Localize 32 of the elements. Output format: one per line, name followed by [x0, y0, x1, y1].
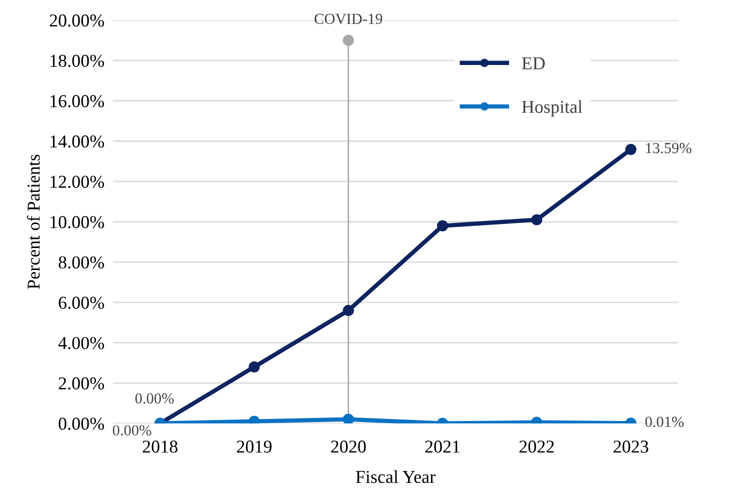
- legend-label: ED: [522, 57, 545, 70]
- x-tick-label: 2020: [331, 440, 366, 453]
- y-tick-label: 6.00%: [58, 296, 104, 309]
- x-tick-label: 2021: [425, 440, 460, 453]
- y-tick-label: 10.00%: [50, 216, 104, 228]
- x-tick-label: 2018: [142, 440, 178, 453]
- x-tick-label: 2019: [236, 440, 272, 453]
- data-label: 0.00%: [112, 425, 152, 436]
- x-tick-label: 2022: [519, 440, 554, 453]
- y-tick-label: 20.00%: [50, 14, 104, 27]
- y-tick-label: 14.00%: [50, 135, 104, 148]
- x-axis-title: Fiscal Year: [356, 470, 436, 483]
- y-axis-title: Percent of Patients: [26, 154, 40, 289]
- y-tick-label: 4.00%: [58, 336, 104, 350]
- data-label: 13.59%: [646, 142, 692, 154]
- point: [342, 414, 354, 424]
- point: [437, 220, 448, 232]
- point: [342, 304, 354, 316]
- point: [248, 361, 260, 372]
- legend-label: Hospital: [522, 100, 582, 117]
- data-label: 0.01%: [645, 416, 684, 428]
- data-label: 0.00%: [135, 393, 174, 404]
- point: [625, 144, 636, 155]
- y-tick-label: 18.00%: [50, 54, 104, 67]
- y-tick-label: 8.00%: [58, 256, 104, 269]
- point: [531, 214, 542, 226]
- x-tick-label: 2023: [614, 440, 648, 453]
- y-tick-label: 12.00%: [50, 176, 104, 188]
- y-tick-label: 16.00%: [50, 95, 104, 108]
- ref-line-label: COVID-19: [314, 14, 382, 24]
- y-tick-label: 2.00%: [58, 377, 104, 390]
- y-tick-label: 0.00%: [58, 418, 104, 430]
